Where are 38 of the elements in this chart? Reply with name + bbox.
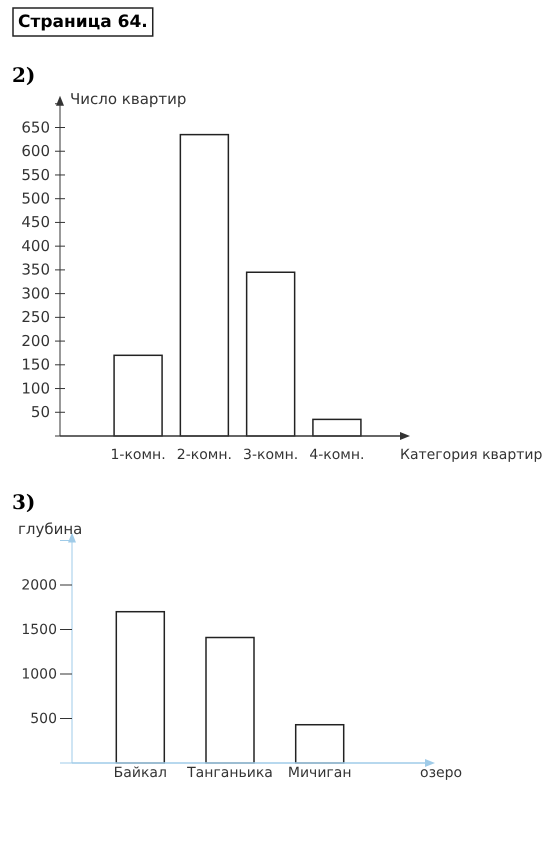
y-tick-label: 50 — [30, 403, 50, 422]
y-tick-label: 550 — [21, 166, 50, 184]
bar — [116, 610, 166, 764]
y-tick-label: 200 — [21, 332, 50, 350]
y-tick-label: 300 — [21, 284, 50, 302]
x-tick-label: Байкал — [114, 765, 167, 781]
text: Страница 64. — [18, 12, 148, 32]
y-axis-title: Число квартир — [70, 90, 186, 108]
x-axis-title: Категория квартир — [400, 447, 542, 463]
x-tick-label: 2-комн. — [176, 447, 232, 463]
x-tick-label: 1-комн. — [110, 447, 166, 463]
y-axis-title: глубина — [18, 520, 82, 538]
y-tick-label: 100 — [21, 379, 50, 398]
bar — [312, 418, 362, 437]
x-tick-label: Мичиган — [288, 765, 352, 781]
y-tick-label: 450 — [21, 213, 50, 232]
y-tick-label: 600 — [21, 142, 50, 160]
chart-title: 3) — [12, 490, 36, 514]
bar — [180, 134, 230, 437]
y-tick-label: 2000 — [21, 577, 57, 594]
chart-title: 2) — [12, 63, 36, 87]
bar — [294, 724, 344, 764]
x-tick-label: 3-комн. — [243, 447, 298, 463]
bar — [205, 636, 255, 764]
y-tick-label: 500 — [30, 710, 57, 727]
y-tick-label: 500 — [21, 189, 50, 208]
y-tick-label: 350 — [21, 260, 50, 279]
y-tick-label: 1500 — [21, 622, 57, 638]
y-tick-label: 650 — [21, 118, 50, 136]
y-tick-label: 250 — [21, 308, 50, 326]
y-tick-label: 400 — [21, 236, 50, 255]
x-tick-label: 4-комн. — [309, 447, 364, 463]
bar — [246, 272, 296, 437]
y-tick-label: 150 — [21, 356, 50, 374]
x-tick-label: Танганьика — [186, 765, 273, 781]
y-tick-label: 1000 — [21, 666, 57, 682]
bar — [113, 354, 163, 437]
x-axis-title: озеро — [420, 765, 462, 781]
